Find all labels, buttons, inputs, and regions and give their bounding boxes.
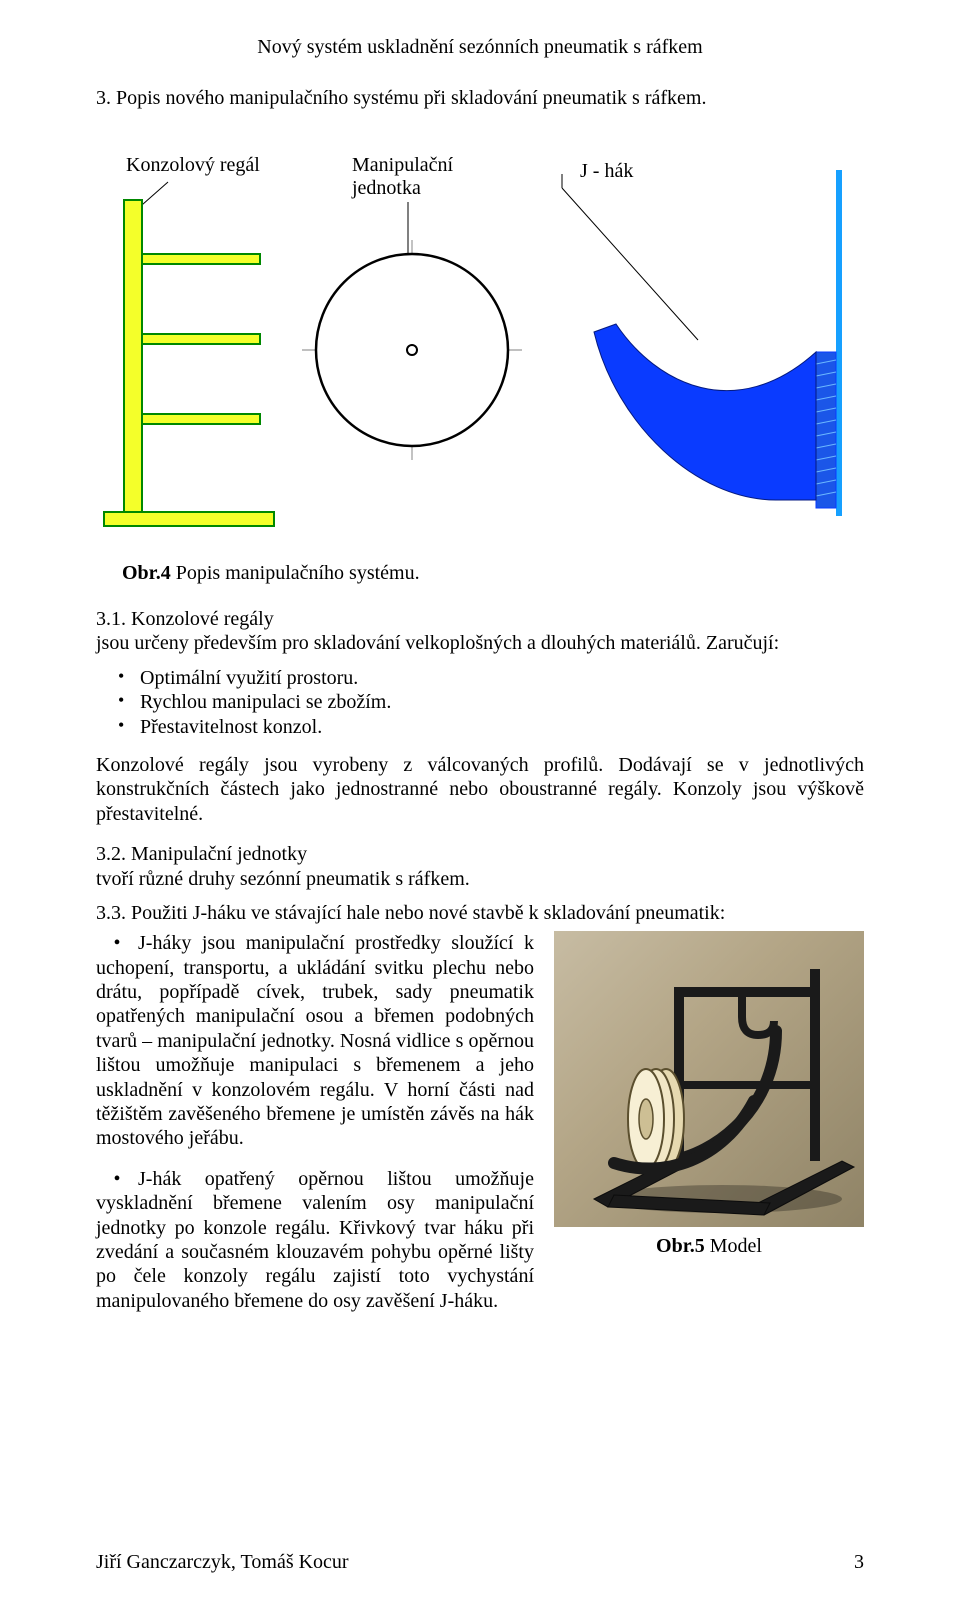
page-header-title: Nový systém uskladnění sezónních pneumat… <box>96 36 864 59</box>
subsection-3-2-heading: 3.2. Manipulační jednotky <box>96 843 307 865</box>
list-item: Optimální využití prostoru. <box>140 666 864 690</box>
subsection-3-1-bullets: Optimální využití prostoru. Rychlou mani… <box>96 666 864 739</box>
figure-4-diagram: Konzolový regál Manipulační jednotka J -… <box>96 124 864 554</box>
list-item: Přestavitelnost konzol. <box>140 715 864 739</box>
rack-icon <box>104 200 274 526</box>
subsection-3-2: 3.2. Manipulační jednotky tvoří různé dr… <box>96 842 864 891</box>
image-column: Obr.5 Model <box>554 931 864 1329</box>
figure-5-caption-rest: Model <box>705 1235 762 1257</box>
list-item: Rychlou manipulaci se zbožím. <box>140 690 864 714</box>
subsection-3-1: 3.1. Konzolové regály jsou určeny předev… <box>96 607 864 656</box>
subsection-3-3-para1-text: J-háky jsou manipulační prostředky slouž… <box>96 932 534 1149</box>
model-photo <box>554 931 864 1227</box>
wheel-icon <box>302 240 522 460</box>
footer-authors: Jiří Ganczarczyk, Tomáš Kocur <box>96 1551 349 1574</box>
figure-4-caption-bold: Obr.4 <box>122 562 171 584</box>
footer-page-number: 3 <box>854 1551 864 1574</box>
figure-4-caption: Obr.4 Popis manipulačního systému. <box>122 562 864 585</box>
subsection-3-3-para2: •J-hák opatřený opěrnou lištou umožňuje … <box>96 1167 534 1313</box>
subsection-3-1-lead: jsou určeny především pro skladování vel… <box>96 632 779 654</box>
model-photo-svg <box>554 931 864 1227</box>
text-column: •J-háky jsou manipulační prostředky slou… <box>96 931 534 1329</box>
subsection-3-1-heading: 3.1. Konzolové regály <box>96 608 274 630</box>
diagram-svg <box>96 124 864 554</box>
j-hook-icon <box>594 170 842 516</box>
subsection-3-2-lead: tvoří různé druhy sezónní pneumatik s rá… <box>96 868 470 890</box>
subsection-3-3-para2-text: J-hák opatřený opěrnou lištou umožňuje v… <box>96 1168 534 1312</box>
section-3-title: 3. Popis nového manipulačního systému př… <box>96 87 864 110</box>
figure-5-caption: Obr.5 Model <box>554 1235 864 1258</box>
figure-4-caption-rest: Popis manipulačního systému. <box>171 562 420 584</box>
two-column-layout: •J-háky jsou manipulační prostředky slou… <box>96 931 864 1329</box>
subsection-3-1-para: Konzolové regály jsou vyrobeny z válcova… <box>96 753 864 826</box>
subsection-3-3-para1: •J-háky jsou manipulační prostředky slou… <box>96 931 534 1151</box>
figure-5-caption-bold: Obr.5 <box>656 1235 705 1257</box>
subsection-3-3-heading: 3.3. Použiti J-háku ve stávající hale ne… <box>96 901 864 925</box>
page-footer: Jiří Ganczarczyk, Tomáš Kocur 3 <box>96 1551 864 1574</box>
